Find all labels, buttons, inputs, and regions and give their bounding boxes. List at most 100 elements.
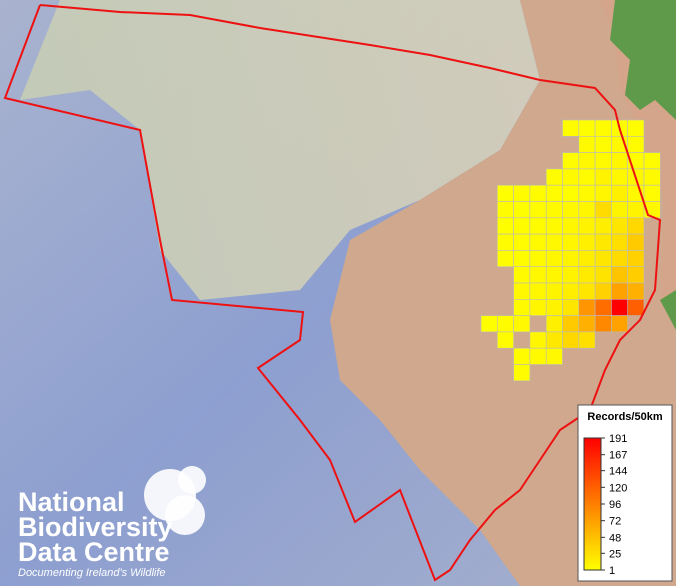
grid-cell xyxy=(545,282,563,300)
legend-tick-label: 144 xyxy=(609,466,627,478)
logo: National Biodiversity Data Centre Docume… xyxy=(18,466,206,579)
grid-cell xyxy=(545,250,563,267)
grid-cell xyxy=(513,233,531,251)
grid-cell xyxy=(578,184,596,202)
logo-icon xyxy=(165,495,205,535)
grid-cell xyxy=(594,184,612,202)
grid-cell xyxy=(529,201,547,219)
grid-cell xyxy=(496,184,514,202)
grid-cell xyxy=(545,217,563,235)
grid-cell xyxy=(578,331,596,349)
grid-cell xyxy=(513,298,531,316)
grid-cell xyxy=(643,184,661,202)
grid-cell xyxy=(578,168,596,186)
grid-cell xyxy=(594,315,612,333)
land-green xyxy=(660,290,676,330)
grid-cell xyxy=(578,298,596,316)
grid-cell xyxy=(594,152,612,170)
grid-cell xyxy=(562,298,580,316)
boundary xyxy=(3,4,662,582)
grid-cell xyxy=(611,250,629,267)
grid-cell xyxy=(611,282,629,300)
grid-cell xyxy=(545,201,563,219)
grid-cell xyxy=(513,217,531,235)
grid-cell xyxy=(562,331,580,349)
grid-cell xyxy=(594,298,612,316)
legend-bar xyxy=(583,437,602,571)
grid-cell xyxy=(529,184,547,202)
grid-cell xyxy=(578,201,596,219)
grid-cell xyxy=(594,136,612,153)
grid-cell xyxy=(578,233,596,251)
grid-cell xyxy=(496,217,514,235)
grid-cell xyxy=(594,250,612,267)
grid-cell xyxy=(562,250,580,267)
grid-cell xyxy=(529,250,547,267)
grid-cell xyxy=(513,347,531,365)
grid-cell xyxy=(529,233,547,251)
grid-cell xyxy=(513,184,531,202)
grid-cell xyxy=(562,184,580,202)
grid-cell xyxy=(594,266,612,284)
grid-cell xyxy=(611,201,629,219)
grid-cell xyxy=(611,184,629,202)
grid-cell xyxy=(611,217,629,235)
legend-tick-label: 1 xyxy=(609,565,615,577)
grid-cell xyxy=(611,298,629,316)
grid-cell xyxy=(594,201,612,219)
grid-cell xyxy=(529,282,547,300)
grid-cell xyxy=(562,315,580,333)
grid-cell xyxy=(594,168,612,186)
grid-cell xyxy=(611,266,629,284)
grid-cell xyxy=(513,250,531,267)
grid-cell xyxy=(578,266,596,284)
grid-cell xyxy=(627,298,645,316)
legend-tick-label: 96 xyxy=(609,499,621,511)
grid-cell xyxy=(545,298,563,316)
grid-cell xyxy=(545,168,563,186)
legend-tick-label: 25 xyxy=(609,548,621,560)
grid-cell xyxy=(578,217,596,235)
grid-cell xyxy=(545,331,563,349)
grid-cell xyxy=(578,136,596,153)
grid-cell xyxy=(562,152,580,170)
logo-line: Biodiversity xyxy=(18,512,173,542)
grid-cell xyxy=(496,233,514,251)
grid-cell xyxy=(545,184,563,202)
grid-cell xyxy=(480,315,498,333)
grid-cell xyxy=(578,119,596,137)
grid-cell xyxy=(529,347,547,365)
grid-cell xyxy=(594,282,612,300)
grid-cell xyxy=(594,233,612,251)
grid-cell xyxy=(562,217,580,235)
land-green xyxy=(610,0,676,120)
grid-cell xyxy=(496,331,514,349)
grid-cell xyxy=(562,201,580,219)
grid-cell xyxy=(627,266,645,284)
logo-line: Data Centre xyxy=(18,537,170,567)
grid-cell xyxy=(496,315,514,333)
legend-tick-label: 120 xyxy=(609,482,627,494)
grid-cell xyxy=(643,152,661,170)
grid-cell xyxy=(496,201,514,219)
grid-cell xyxy=(611,168,629,186)
grid-cell xyxy=(562,119,580,137)
grid-cell xyxy=(627,233,645,251)
grid-cell xyxy=(578,250,596,267)
grid-cell xyxy=(562,266,580,284)
grid-cell xyxy=(627,217,645,235)
grid-cell xyxy=(578,282,596,300)
grid-cell xyxy=(513,266,531,284)
grid-cell xyxy=(513,364,531,382)
legend-tick-label: 48 xyxy=(609,532,621,544)
grid-cell xyxy=(627,250,645,267)
logo-tagline: Documenting Ireland's Wildlife xyxy=(18,567,166,579)
logo-icon xyxy=(178,466,206,494)
legend: Records/50km 191 167 144 120 96 72 48 25 1 xyxy=(577,404,673,582)
grid-cell xyxy=(627,136,645,153)
grid-cell xyxy=(562,233,580,251)
grid-cell xyxy=(513,282,531,300)
grid-cell xyxy=(529,266,547,284)
grid-cell xyxy=(562,282,580,300)
